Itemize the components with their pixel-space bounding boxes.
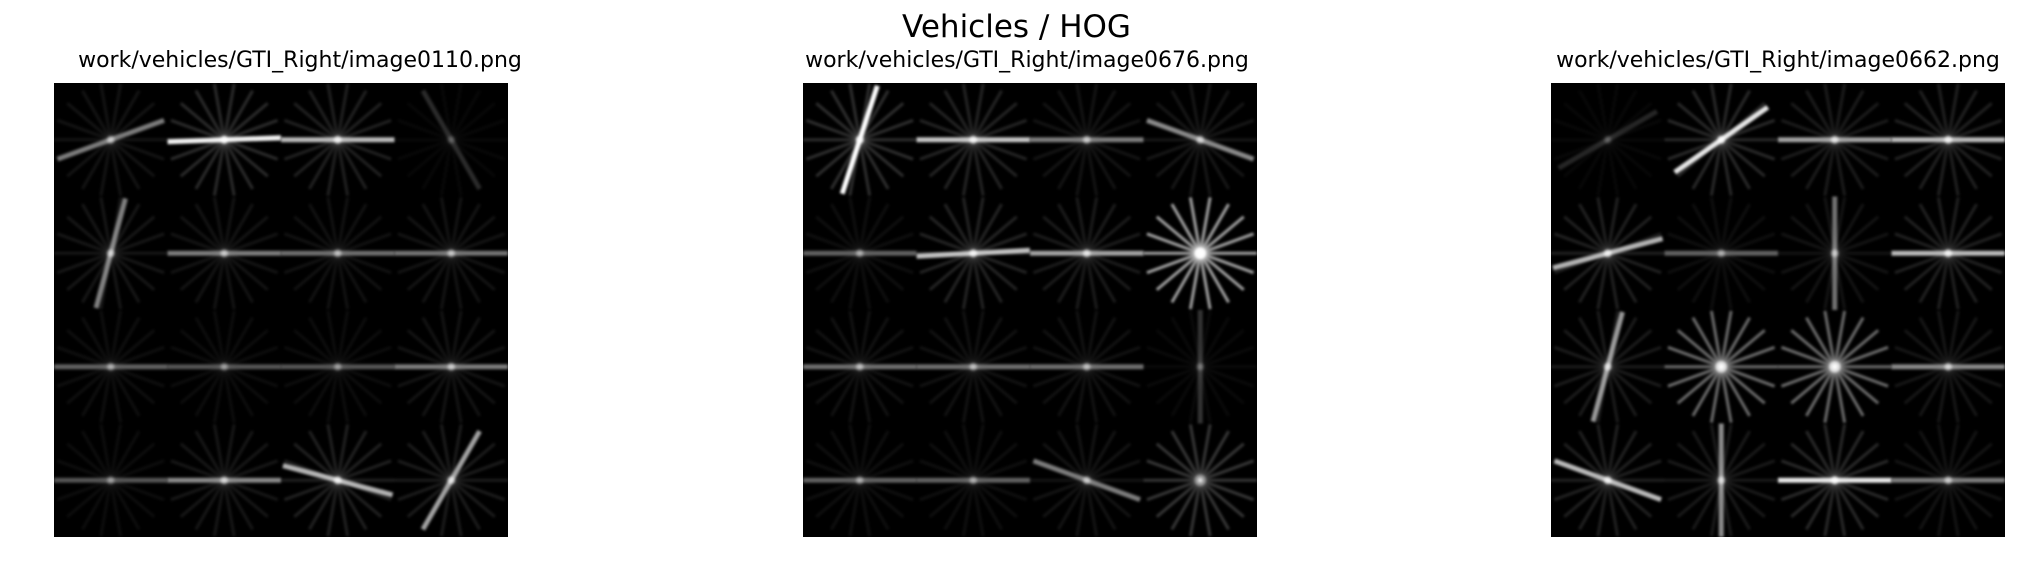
hog-cell xyxy=(167,197,281,310)
hog-cell xyxy=(803,83,917,196)
hog-cell xyxy=(1143,424,1257,537)
hog-cell xyxy=(1664,83,1778,196)
hog-cell xyxy=(1891,197,2005,310)
panel-2-title: work/vehicles/GTI_Right/image0676.png xyxy=(805,48,1249,73)
hog-cell xyxy=(1664,197,1778,310)
hog-cell xyxy=(916,310,1030,423)
hog-cell xyxy=(1891,424,2005,537)
hog-cell xyxy=(54,83,168,196)
hog-cell xyxy=(1551,197,1665,310)
hog-cell xyxy=(1143,197,1257,310)
hog-cell xyxy=(1143,310,1257,424)
hog-cell xyxy=(420,89,482,191)
hog-cell xyxy=(54,424,168,537)
hog-cell xyxy=(167,310,281,423)
hog-image-2 xyxy=(803,83,1257,537)
hog-cell xyxy=(1778,310,1892,423)
hog-cell xyxy=(281,310,395,423)
hog-cell xyxy=(1030,83,1144,196)
hog-cell xyxy=(54,310,168,423)
hog-cell xyxy=(1778,83,1892,196)
hog-cell xyxy=(916,83,1030,196)
hog-cell xyxy=(1664,310,1778,423)
hog-cell xyxy=(167,424,281,537)
hog-cell xyxy=(1778,424,1892,537)
hog-cell xyxy=(1551,424,1665,537)
hog-cell xyxy=(1557,109,1659,171)
hog-cell xyxy=(167,83,282,196)
hog-cell xyxy=(1664,423,1778,537)
hog-cell xyxy=(281,197,395,310)
hog-cell xyxy=(803,197,917,310)
hog-cell xyxy=(281,424,395,537)
hog-cell xyxy=(1551,310,1665,423)
panel-1-title: work/vehicles/GTI_Right/image0110.png xyxy=(78,48,522,73)
hog-cell xyxy=(916,424,1030,537)
hog-cell xyxy=(394,310,508,423)
hog-cell xyxy=(1030,310,1144,423)
hog-cell xyxy=(1891,83,2005,196)
hog-cell xyxy=(803,424,917,537)
hog-cell xyxy=(803,310,917,423)
hog-cell xyxy=(281,83,395,196)
hog-cell xyxy=(1143,83,1257,196)
hog-cell xyxy=(916,197,1031,310)
hog-cell xyxy=(1030,197,1144,310)
panel-3-title: work/vehicles/GTI_Right/image0662.png xyxy=(1556,48,2000,73)
hog-cell xyxy=(394,424,508,537)
hog-cell xyxy=(1891,310,2005,423)
hog-image-3 xyxy=(1551,83,2005,537)
hog-cell xyxy=(54,197,168,310)
hog-image-1 xyxy=(54,83,508,537)
hog-cell xyxy=(1778,196,1892,310)
hog-cell xyxy=(394,197,508,310)
hog-cell xyxy=(1030,424,1144,537)
figure-title: Vehicles / HOG xyxy=(902,9,1131,45)
